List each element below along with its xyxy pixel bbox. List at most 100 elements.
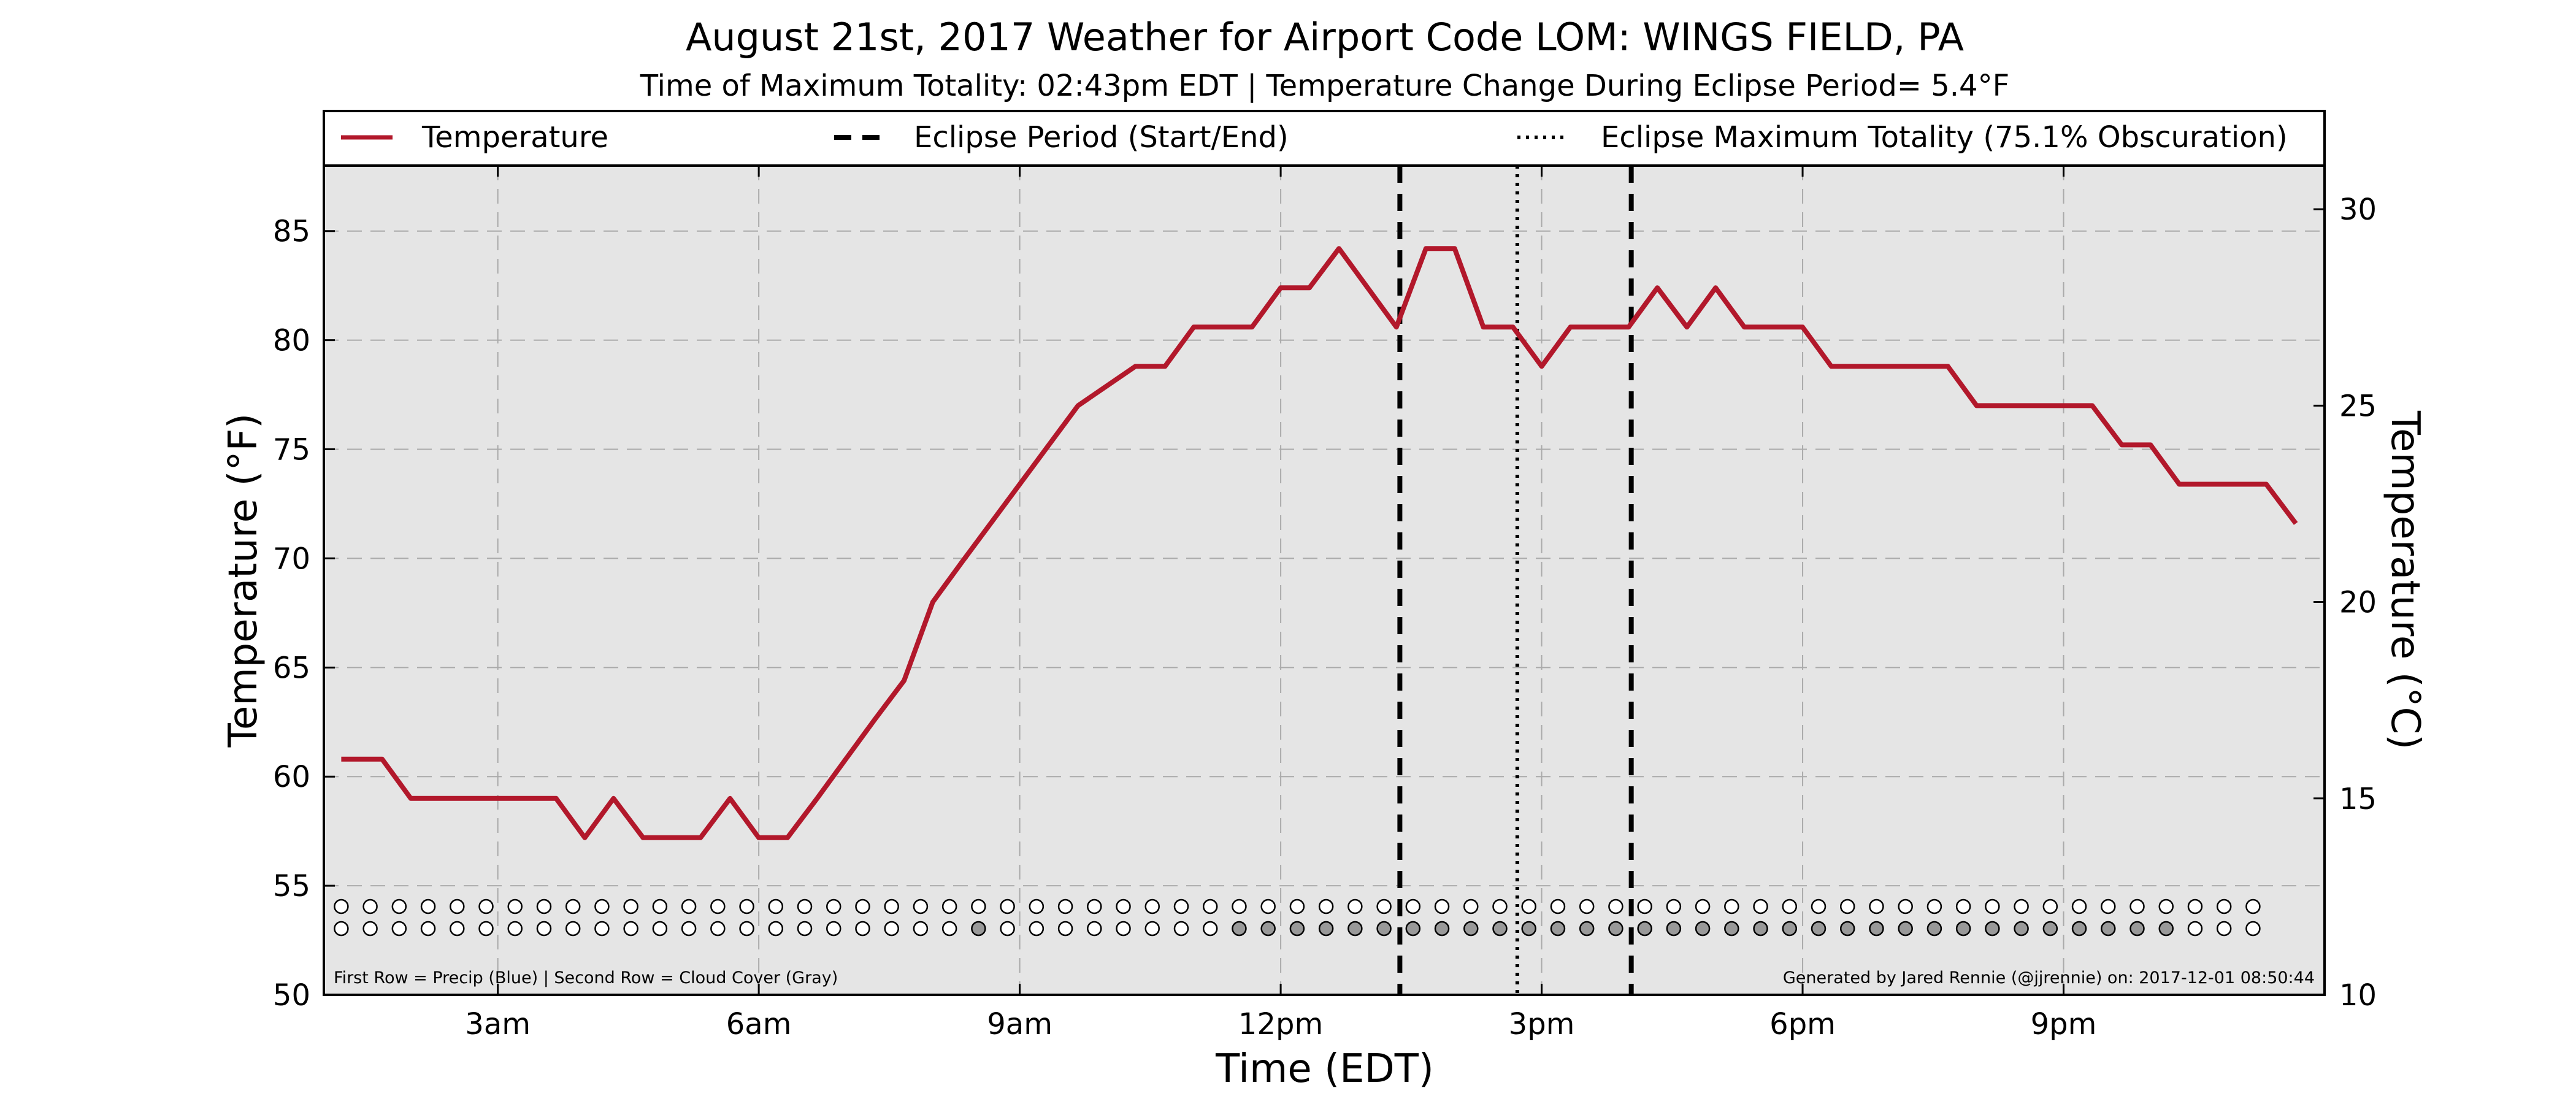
precip-dot: [362, 899, 378, 914]
cloud-cover-dot: [1144, 921, 1160, 937]
cloud-cover-dot: [2187, 921, 2203, 937]
legend-temperature-label: Temperature: [421, 120, 608, 155]
precip-dot: [2042, 899, 2058, 914]
y-tick-label: 75: [273, 433, 310, 467]
chart-subtitle: Time of Maximum Totality: 02:43pm EDT | …: [640, 69, 2009, 103]
cloud-cover-dot: [1202, 921, 1218, 937]
cloud-cover-dot: [941, 921, 957, 937]
precip-dot: [1116, 899, 1131, 914]
x-tick-label: 3am: [465, 1007, 531, 1041]
cloud-cover-dot: [1463, 921, 1479, 937]
precip-dot: [2014, 899, 2029, 914]
cloud-cover-dot: [652, 921, 668, 937]
precip-dot: [1579, 899, 1595, 914]
plot-area: [324, 166, 2325, 995]
precip-dot: [536, 899, 552, 914]
precip-dot: [855, 899, 870, 914]
cloud-cover-dot: [768, 921, 784, 937]
precip-dot: [623, 899, 638, 914]
cloud-cover-dot: [420, 921, 436, 937]
cloud-cover-dot: [1232, 921, 1247, 937]
precip-dot: [1753, 899, 1768, 914]
cloud-cover-dot: [681, 921, 697, 937]
precip-dot: [2101, 899, 2116, 914]
precip-dot: [1811, 899, 1827, 914]
precip-dot: [826, 899, 841, 914]
cloud-cover-dot: [1782, 921, 1798, 937]
precip-dot: [478, 899, 494, 914]
cloud-cover-dot: [1000, 921, 1015, 937]
precip-dot: [1637, 899, 1652, 914]
y-right-tick-label: 15: [2339, 782, 2377, 816]
temperature-line: [341, 246, 2298, 840]
cloud-cover-dot: [1116, 921, 1131, 937]
cloud-cover-dot: [1087, 921, 1102, 937]
precip-dot: [1405, 899, 1421, 914]
precip-dot: [2245, 899, 2261, 914]
cloud-cover-dot: [2245, 921, 2261, 937]
precip-dot: [594, 899, 610, 914]
precip-dot: [1318, 899, 1334, 914]
precip-dot: [739, 899, 754, 914]
precip-dot: [1260, 899, 1276, 914]
precip-dot: [1869, 899, 1884, 914]
y-tick-label: 80: [273, 324, 310, 358]
cloud-cover-dot: [1666, 921, 1682, 937]
cloud-cover-dot: [1550, 921, 1566, 937]
cloud-cover-dot: [391, 921, 407, 937]
cloud-cover-dot: [1318, 921, 1334, 937]
precip-dot: [1232, 899, 1247, 914]
y-right-tick-label: 30: [2339, 193, 2377, 227]
precip-dot: [1202, 899, 1218, 914]
precip-dot: [1839, 899, 1855, 914]
cloud-cover-dot: [1289, 921, 1305, 937]
precip-dot: [1376, 899, 1392, 914]
x-axis-title: Time (EDT): [1215, 1046, 1434, 1092]
precip-dot: [1434, 899, 1450, 914]
precip-dot: [1087, 899, 1102, 914]
cloud-cover-dot: [1811, 921, 1827, 937]
legend-eclipse-period-label: Eclipse Period (Start/End): [914, 120, 1289, 155]
cloud-cover-dot: [1173, 921, 1189, 937]
precip-dot: [941, 899, 957, 914]
x-tick-label: 6am: [726, 1007, 792, 1041]
precip-dot: [1029, 899, 1045, 914]
cloud-cover-dot: [971, 921, 986, 937]
precip-cloud-dot-rows: [334, 899, 2261, 937]
cloud-cover-dot: [1608, 921, 1623, 937]
cloud-cover-dot: [1434, 921, 1450, 937]
y-axis-ticks-left: 50 55 60 65 70 75 80 85: [273, 215, 335, 1013]
cloud-cover-dot: [1637, 921, 1652, 937]
cloud-cover-dot: [1347, 921, 1363, 937]
precip-dot: [971, 899, 986, 914]
precip-dot: [884, 899, 899, 914]
footnote-right: Generated by Jared Rennie (@jjrennie) on…: [1783, 968, 2315, 987]
cloud-cover-dot: [2014, 921, 2029, 937]
precip-dot: [681, 899, 697, 914]
y-right-tick-label: 25: [2339, 389, 2377, 423]
x-axis-ticks: 3am 6am 9am 12pm 3pm 6pm 9pm: [465, 166, 2096, 1041]
y-right-tick-label: 20: [2339, 586, 2377, 620]
cloud-cover-dot: [2071, 921, 2087, 937]
precip-dot: [1898, 899, 1913, 914]
cloud-cover-dot: [1724, 921, 1739, 937]
y-axis-title-right: Temperature (°C): [2382, 410, 2428, 749]
cloud-cover-dot: [739, 921, 754, 937]
cloud-cover-dot: [507, 921, 523, 937]
cloud-cover-dot: [536, 921, 552, 937]
precip-dot: [1173, 899, 1189, 914]
y-axis-title-left: Temperature (°F): [221, 413, 266, 748]
cloud-cover-dot: [1405, 921, 1421, 937]
precip-dot: [2129, 899, 2145, 914]
cloud-cover-dot: [450, 921, 465, 937]
precip-dot: [1492, 899, 1508, 914]
y-tick-label: 60: [273, 760, 310, 794]
cloud-cover-dot: [1260, 921, 1276, 937]
cloud-cover-dot: [1839, 921, 1855, 937]
precip-dot: [1289, 899, 1305, 914]
precip-dot: [450, 899, 465, 914]
cloud-cover-dot: [594, 921, 610, 937]
cloud-cover-dot: [797, 921, 813, 937]
precip-dot: [1955, 899, 1971, 914]
precip-dot: [391, 899, 407, 914]
